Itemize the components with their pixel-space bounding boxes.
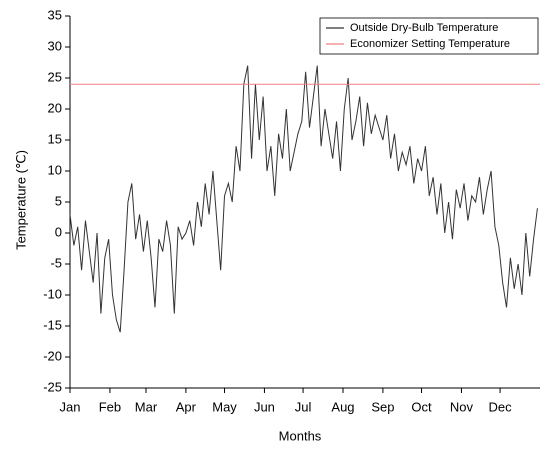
x-tick-label: Jan: [60, 399, 81, 414]
y-tick-label: -10: [43, 286, 62, 301]
legend-label: Economizer Setting Temperature: [350, 38, 510, 50]
y-tick-label: 10: [48, 162, 62, 177]
x-tick-label: Sep: [371, 399, 394, 414]
y-tick-label: -20: [43, 348, 62, 363]
x-tick-label: Apr: [176, 399, 197, 414]
y-tick-label: 15: [48, 131, 62, 146]
x-tick-label: Oct: [411, 399, 432, 414]
x-tick-label: Mar: [135, 399, 158, 414]
x-tick-label: Nov: [450, 399, 474, 414]
legend-label: Outside Dry-Bulb Temperature: [350, 22, 498, 34]
legend-box: [319, 17, 539, 55]
y-axis-label: Temperature (℃): [13, 150, 28, 250]
y-tick-label: -25: [43, 379, 62, 394]
x-tick-label: Jul: [295, 399, 312, 414]
x-tick-label: Dec: [489, 399, 513, 414]
x-tick-label: Jun: [254, 399, 275, 414]
x-tick-label: May: [212, 399, 237, 414]
x-tick-label: Aug: [331, 399, 354, 414]
y-tick-label: -5: [50, 255, 62, 270]
y-tick-label: 30: [48, 38, 62, 53]
y-tick-label: 25: [48, 69, 62, 84]
x-tick-label: Feb: [99, 399, 121, 414]
series-line: [69, 65, 538, 333]
y-tick-label: 5: [55, 193, 62, 208]
y-tick-label: -15: [43, 317, 62, 332]
y-tick-label: 0: [55, 224, 62, 239]
y-tick-label: 35: [48, 7, 62, 22]
y-tick-label: 20: [48, 100, 62, 115]
x-axis-label: Months: [279, 428, 322, 443]
